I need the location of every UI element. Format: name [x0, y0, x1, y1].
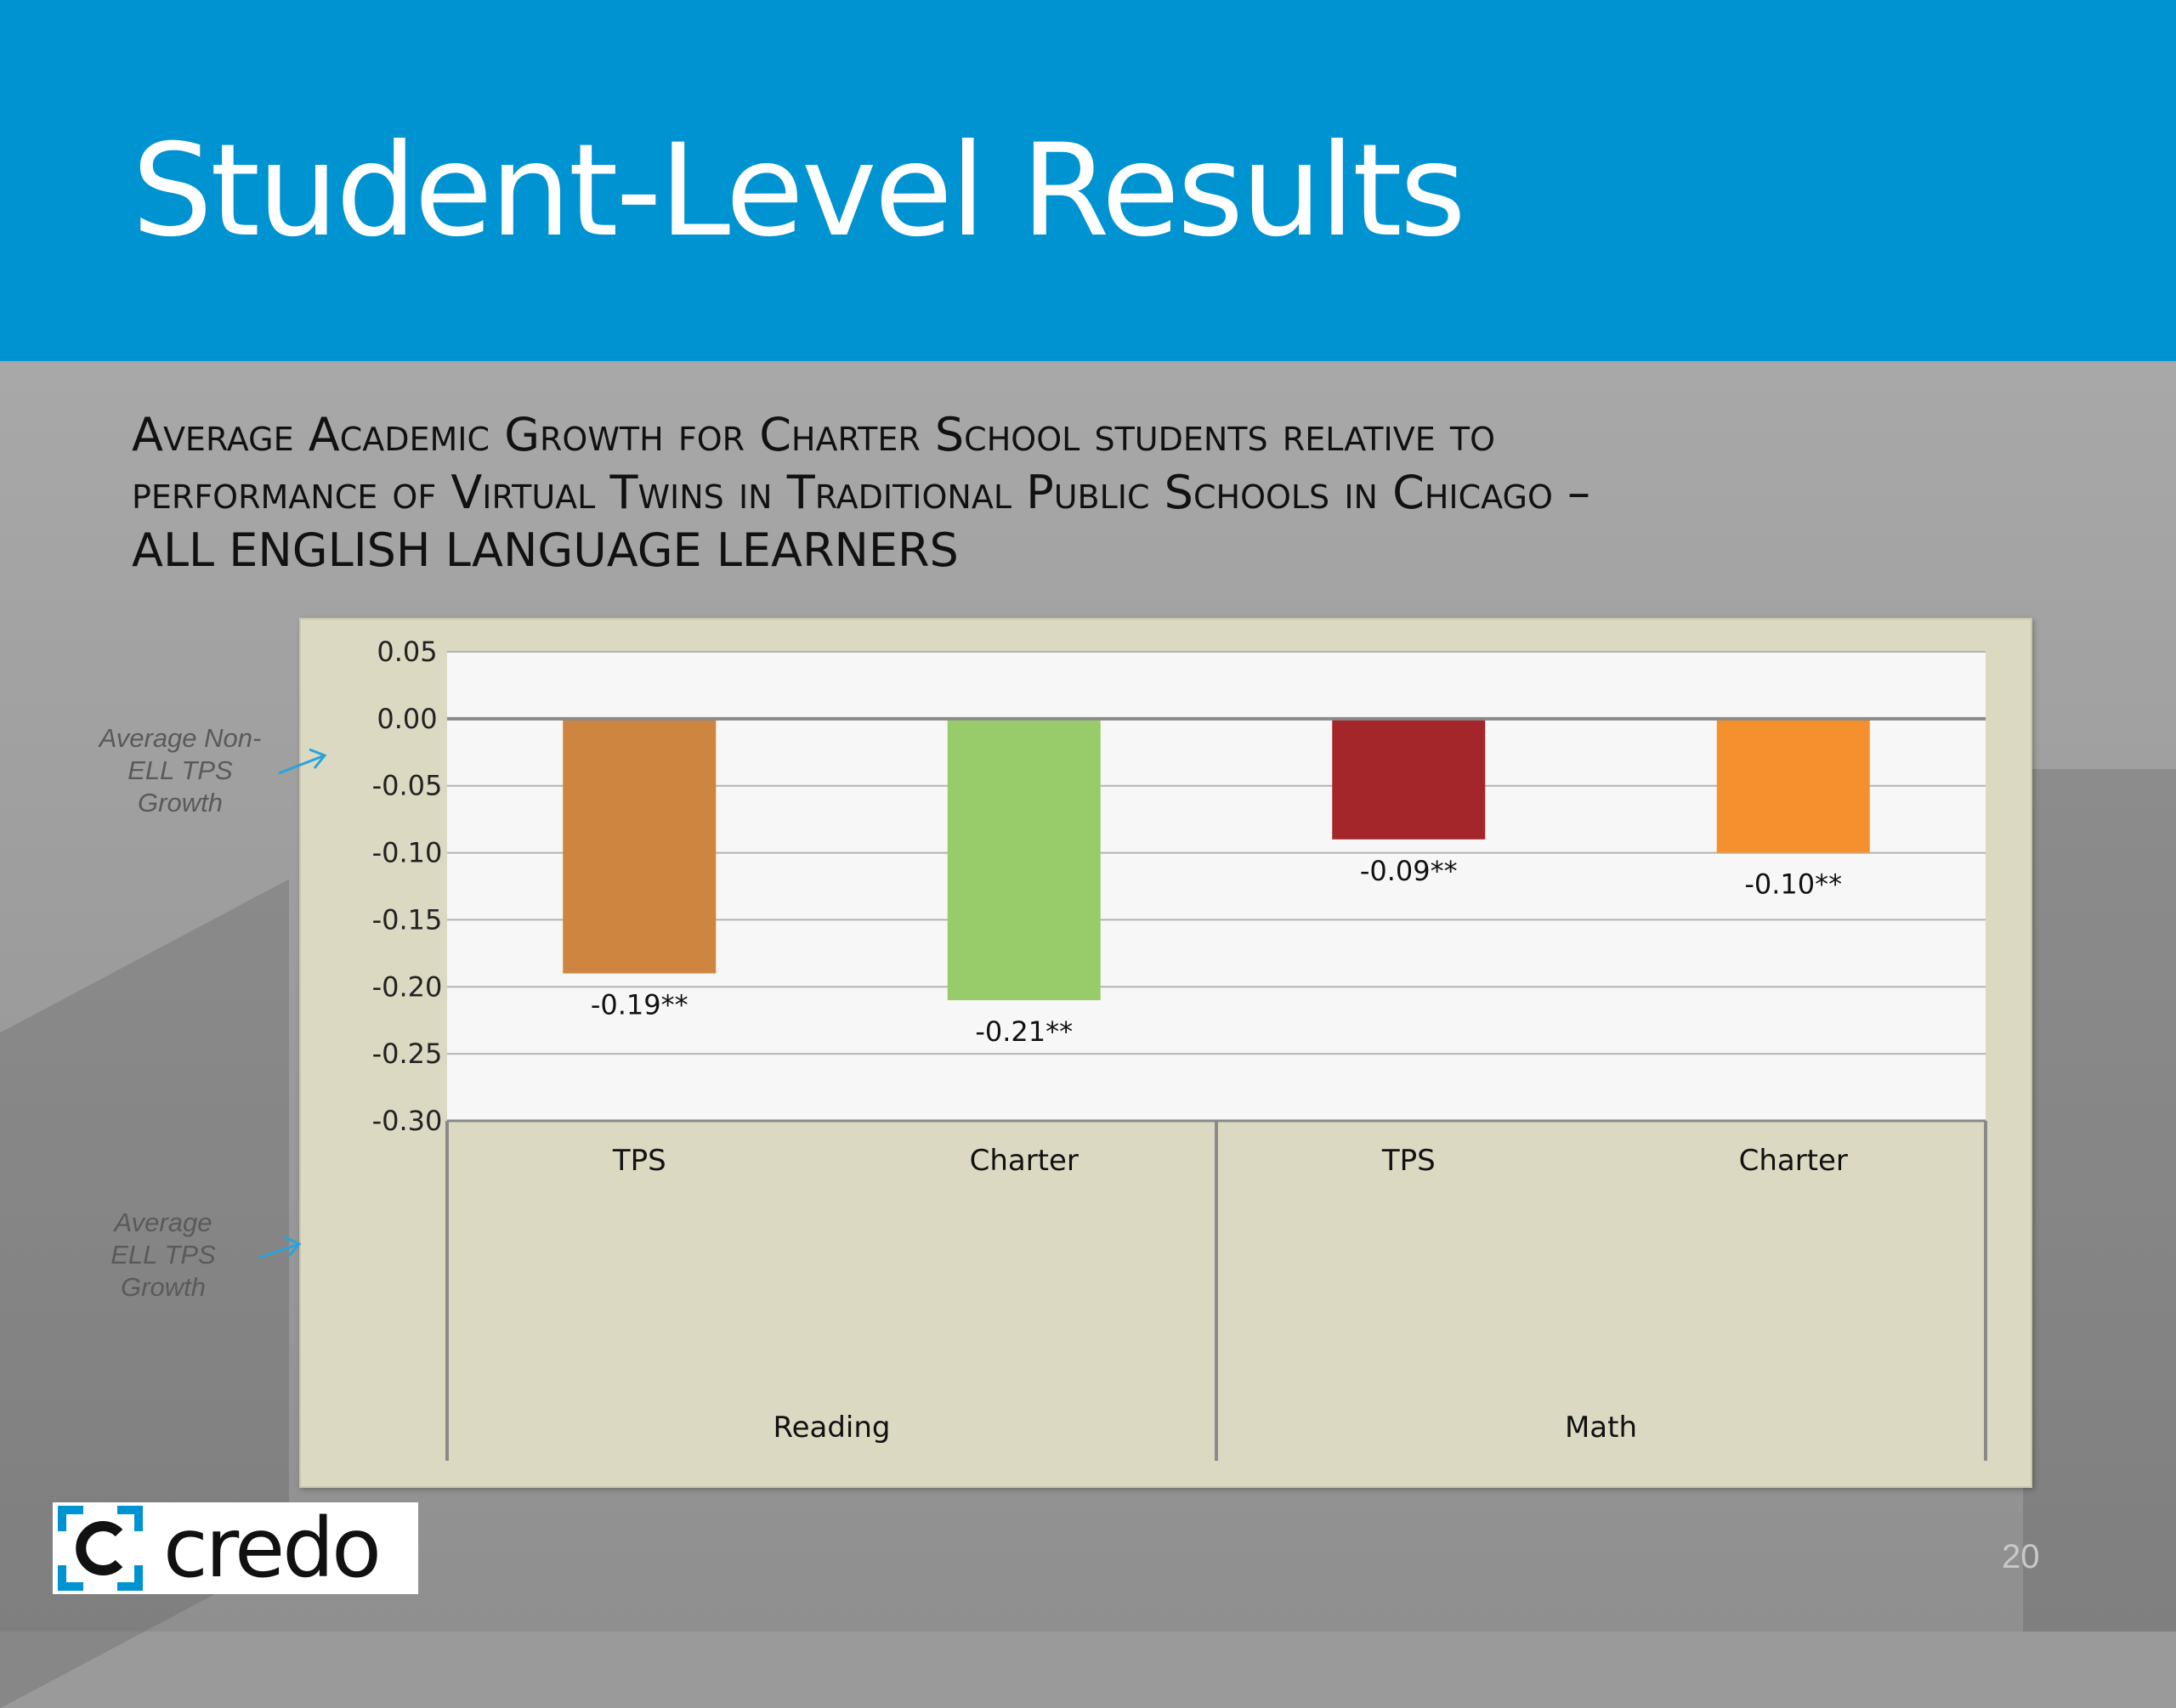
arrow-ell	[258, 1236, 302, 1259]
credo-logo: credo	[53, 1502, 418, 1594]
y-tick-label: -0.10	[372, 837, 443, 869]
y-tick-label: -0.20	[372, 970, 443, 1003]
y-tick-label: -0.05	[372, 770, 443, 802]
data-label: -0.09**	[1360, 855, 1458, 887]
arrow-non-ell	[278, 748, 327, 775]
x-group-label: Reading	[773, 1411, 890, 1445]
title-bar: Student-Level Results	[0, 0, 2176, 361]
x-group-label: Math	[1565, 1411, 1637, 1445]
chart-panel: 0.05 0.00 -0.05 -0.10 -0.15 -0.20 -0.25 -0.30 -…	[299, 618, 2032, 1488]
bar	[563, 718, 717, 974]
bars	[563, 718, 1870, 1001]
bar-chart: 0.05 0.00 -0.05 -0.10 -0.15 -0.20 -0.25 -0.30 -…	[372, 636, 1987, 1461]
data-label: -0.10**	[1744, 868, 1842, 901]
chart-subtitle: Average Academic Growth for Charter Scho…	[132, 406, 1959, 580]
subtitle-line-3: ALL ENGLISH LANGUAGE LEARNERS	[132, 523, 959, 577]
x-category-label: Charter	[1739, 1144, 1848, 1178]
note-average-ell: Average ELL TPS Growth	[110, 1207, 216, 1302]
y-tick-label: -0.30	[372, 1105, 443, 1137]
y-axis-ticks: 0.05 0.00 -0.05 -0.10 -0.15 -0.20 -0.25 -0.30	[372, 636, 443, 1137]
y-tick-label: -0.15	[372, 903, 443, 936]
x-axis: Reading Math TPS Charter TPS Charter	[445, 1119, 1987, 1461]
data-labels: -0.19** -0.21** -0.09** -0.10**	[591, 855, 1842, 1048]
bar	[947, 718, 1101, 1001]
y-tick-label: 0.00	[377, 703, 437, 735]
slide-title: Student-Level Results	[132, 117, 1466, 265]
x-category-label: TPS	[612, 1144, 666, 1178]
arrow-annotations	[258, 748, 327, 1259]
background-building-right	[2023, 769, 2176, 1632]
x-category-label: TPS	[1381, 1144, 1436, 1178]
y-tick-label: -0.25	[372, 1038, 443, 1070]
page-number: 20	[2002, 1538, 2040, 1575]
note-average-non-ell: Average Non-ELL TPS Growth	[99, 723, 262, 817]
credo-logo-text: credo	[163, 1501, 382, 1596]
credo-logo-mark-icon	[58, 1506, 143, 1591]
subtitle-line-2: performance of Virtual Twins in Traditio…	[132, 466, 1591, 519]
data-label: -0.19**	[591, 989, 688, 1021]
subtitle-line-1: Average Academic Growth for Charter Scho…	[132, 408, 1496, 461]
y-tick-label: 0.05	[377, 636, 437, 668]
bar	[1332, 718, 1486, 840]
data-label: -0.21**	[975, 1015, 1073, 1048]
bar	[1716, 718, 1870, 853]
x-category-label: Charter	[970, 1144, 1079, 1178]
